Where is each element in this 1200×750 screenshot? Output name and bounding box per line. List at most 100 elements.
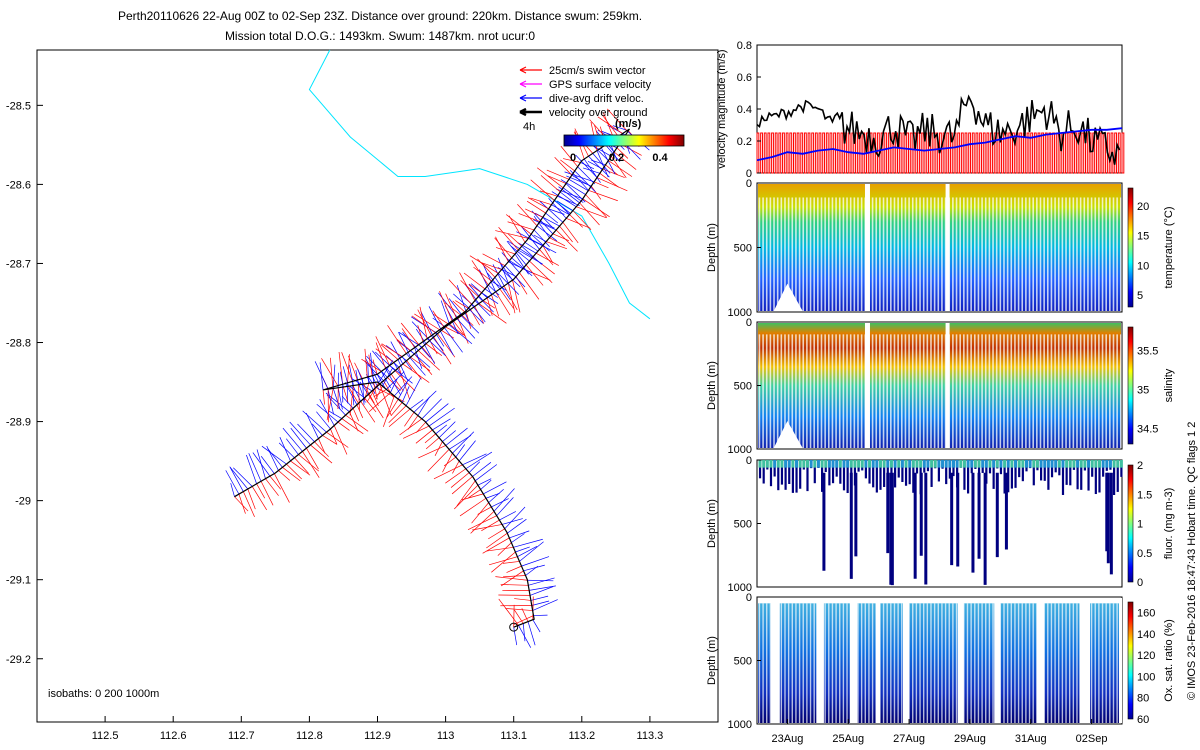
drift-vector [493, 488, 515, 512]
time-tick-label: 31Aug [1015, 733, 1047, 745]
swim-vector [386, 399, 399, 418]
swim-vector [547, 175, 567, 184]
fluor-surface [1032, 460, 1036, 468]
swim-vector [247, 488, 256, 510]
salinity-data-gap [945, 323, 950, 448]
swim-vector [388, 408, 411, 428]
velocity-y-label: velocity magnitude (m/s) [716, 49, 728, 168]
swim-vector [517, 204, 538, 226]
drift-vector [516, 231, 543, 246]
drift-vector [328, 410, 342, 419]
fluor-surface [937, 460, 941, 468]
swim-vector [445, 326, 460, 335]
swim-vector [601, 114, 619, 137]
swim-vector [506, 565, 522, 573]
drift-vector [575, 154, 598, 178]
swim-vector [398, 367, 410, 400]
swim-vector [451, 476, 473, 495]
drift-vector [357, 368, 364, 385]
chart-title-line1: Perth20110626 22-Aug 00Z to 02-Sep 23Z. … [117, 9, 643, 23]
temperature-colorbar-tick-label: 10 [1137, 260, 1149, 272]
swim-vector [495, 236, 509, 262]
drift-vector [491, 280, 507, 291]
swim-speed-bar [771, 132, 774, 174]
fluor-surface [926, 460, 930, 468]
swim-vector [530, 197, 552, 205]
drift-vector [316, 403, 339, 423]
oxygen-y-tick-label: 1000 [728, 719, 752, 731]
fluorescence-colorbar-tick-label: 1 [1137, 519, 1143, 531]
drift-vector [352, 385, 362, 402]
fluor-surface [1072, 460, 1076, 468]
swim-vector [400, 322, 420, 345]
swim-vector [445, 468, 466, 484]
drift-vector [515, 546, 530, 553]
legend-arrowhead [519, 107, 527, 117]
drift-vector [421, 398, 442, 420]
drift-vector [305, 412, 319, 439]
swim-vector [488, 528, 505, 540]
map-y-tick-label: -28.6 [6, 179, 31, 191]
map-y-tick-label: -29.2 [6, 654, 31, 666]
swim-vector [469, 255, 499, 274]
swim-vector [477, 506, 492, 515]
swim-vector [349, 411, 359, 432]
swim-vector [535, 252, 559, 266]
drift-vector [406, 353, 426, 376]
fluor-surface [992, 460, 996, 468]
swim-vector [373, 389, 387, 398]
drift-vector [314, 361, 329, 390]
drift-vector [571, 174, 592, 187]
fluor-surface [919, 460, 923, 468]
swim-speed-bar [1012, 132, 1015, 174]
swim-vector [486, 297, 493, 316]
swim-speed-bar [993, 132, 997, 174]
fluor-surface [1101, 460, 1105, 468]
swim-vector [459, 272, 476, 301]
drift-vector [282, 427, 303, 452]
swim-vector [265, 478, 279, 496]
swim-vector [591, 185, 602, 200]
drift-vector [509, 530, 530, 539]
drift-vector [522, 623, 526, 642]
drift-vector [517, 546, 538, 558]
fluor-surface [1119, 460, 1123, 468]
isobath-label: isobaths: 0 200 1000m [48, 688, 159, 700]
map-x-tick-label: 112.9 [364, 730, 391, 742]
drift-vector [507, 518, 527, 534]
swim-vector [559, 225, 573, 243]
colorbar-tick-label: 0 [570, 152, 576, 164]
swim-vector [360, 401, 376, 423]
swim-speed-bar [811, 132, 815, 174]
swim-vector [347, 354, 350, 383]
swim-vector [348, 355, 358, 381]
swim-vector [375, 342, 386, 369]
fluor-surface [1097, 460, 1101, 468]
swim-vector [433, 336, 452, 365]
drift-vector [448, 298, 463, 316]
swim-speed-bar [814, 132, 818, 174]
swim-speed-bar [767, 132, 771, 174]
swim-vector [282, 467, 301, 482]
drift-vector [518, 625, 532, 648]
map-y-tick-label: -29 [15, 496, 31, 508]
drift-vector [426, 338, 447, 357]
temperature-colorbar-tick-label: 15 [1137, 231, 1149, 243]
swim-speed-bar [1077, 132, 1081, 174]
swim-vector [439, 291, 453, 321]
swim-vector [321, 358, 339, 386]
swim-vector [560, 145, 578, 167]
temperature-data-gap [945, 184, 950, 311]
swim-speed-bar [763, 132, 767, 174]
drift-vector [532, 599, 558, 611]
fluor-surface [970, 460, 974, 468]
drift-vector [591, 159, 606, 166]
swim-vector [375, 385, 383, 399]
swim-vector [453, 484, 479, 510]
swim-vector [596, 177, 628, 192]
swim-vector [495, 291, 511, 316]
swim-vector [418, 445, 446, 459]
swim-vector [472, 524, 503, 531]
swim-vector [418, 350, 440, 371]
swim-speed-bar [1044, 132, 1048, 174]
